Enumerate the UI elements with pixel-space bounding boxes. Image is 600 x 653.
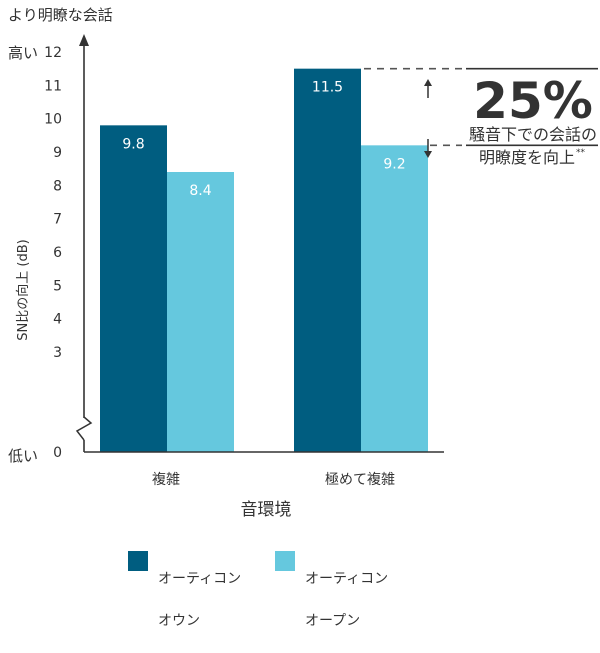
- y-tick-label: 12: [44, 45, 62, 61]
- y-axis-label: SN比の向上 (dB): [15, 239, 31, 340]
- bar-value-label: 11.5: [312, 80, 343, 96]
- bar-value-label: 9.2: [383, 156, 405, 172]
- axis-break-icon: [75, 416, 93, 441]
- y-tick-label: 5: [53, 278, 62, 294]
- bar-1-0: [167, 172, 234, 452]
- y-tick-label: 3: [53, 345, 62, 361]
- improvement-text-line2: 明瞭度を向上: [479, 148, 575, 167]
- bar-1-1: [361, 145, 428, 453]
- legend-swatch-0: [128, 551, 148, 571]
- legend-item-0: オーティコン オウン: [128, 548, 241, 653]
- y-tick-label: 7: [53, 212, 62, 228]
- category-label-0: 複雑: [152, 471, 180, 488]
- legend-label-0-line1: オーティコン: [158, 571, 242, 587]
- legend-label-1-line2: オープン: [305, 613, 361, 629]
- axis-break-gap: [78, 418, 90, 440]
- improvement-callout: [364, 67, 598, 158]
- legend-text-1: オーティコン オープン: [305, 548, 388, 653]
- y-tick-label: 8: [53, 178, 62, 194]
- legend-label-1-line1: オーティコン: [305, 571, 389, 587]
- y-tick-label: 9: [53, 145, 62, 161]
- chart-title: より明瞭な会話: [8, 6, 113, 24]
- y-tick-label: 11: [44, 78, 62, 94]
- improvement-footnote-mark: **: [576, 148, 586, 158]
- improvement-text-line1: 騒音下での会話の: [469, 125, 597, 144]
- bar-0-1: [294, 68, 361, 453]
- legend-item-1: オーティコン オープン: [275, 548, 388, 653]
- up-arrow-icon: [424, 79, 432, 86]
- y-tick-label: 0: [53, 445, 62, 461]
- bar-value-label: 9.8: [122, 136, 144, 152]
- bars: 9.8 11.5 8.4 9.2: [100, 68, 428, 453]
- x-axis-label: 音環境: [241, 500, 292, 520]
- category-label-1: 極めて複雑: [325, 471, 395, 488]
- y-low-label: 低い: [8, 447, 38, 465]
- bar-0-0: [100, 125, 167, 452]
- legend-text-0: オーティコン オウン: [158, 548, 241, 653]
- y-tick-label: 6: [53, 245, 62, 261]
- bar-value-label: 8.4: [189, 183, 211, 199]
- y-axis-arrow-icon: [79, 34, 89, 46]
- down-arrow-icon: [424, 151, 432, 158]
- y-tick-labels: 0 3 4 5 6 7 8 9 10 11 12: [44, 45, 62, 461]
- improvement-percent: 25%: [473, 72, 593, 130]
- y-high-label: 高い: [8, 44, 38, 62]
- axes: [75, 34, 444, 453]
- legend-swatch-1: [275, 551, 295, 571]
- y-tick-label: 10: [44, 112, 62, 128]
- legend-label-0-line2: オウン: [158, 613, 200, 629]
- y-tick-label: 4: [53, 312, 62, 328]
